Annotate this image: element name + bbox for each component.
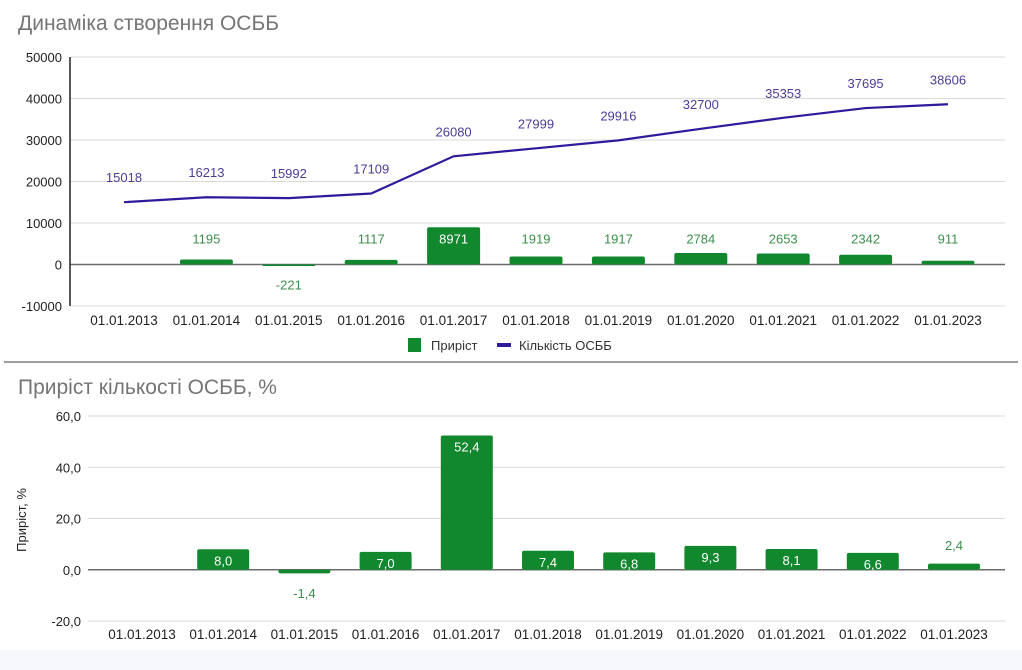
x-tick-label: 01.01.2018 <box>514 627 582 642</box>
x-tick-label: 01.01.2017 <box>420 313 488 328</box>
legend-prirost-label: Приріст <box>431 338 477 353</box>
line-data-label: 16213 <box>188 165 224 180</box>
bar-prirost <box>674 252 728 265</box>
bar-prirost-percent <box>684 545 737 570</box>
y-tick-label: 60,0 <box>56 409 81 424</box>
bar-data-label: 1919 <box>522 232 551 247</box>
y-tick-label: 0,0 <box>63 563 81 578</box>
chart1-svg: -10000 0 10000 20000 30000 40000 50000 01.01.20… <box>22 50 1005 353</box>
x-tick-label: 01.01.2015 <box>271 627 339 642</box>
bar-prirost <box>427 227 481 265</box>
x-tick-label: 01.01.2022 <box>832 313 900 328</box>
x-tick-label: 01.01.2016 <box>337 313 405 328</box>
bar-prirost-percent <box>278 569 331 574</box>
y-tick-label: -20,0 <box>51 614 81 629</box>
bar-prirost-percent <box>197 549 250 570</box>
bar-prirost-percent <box>846 552 899 570</box>
x-tick-label: 01.01.2013 <box>90 313 158 328</box>
x-tick-label: 01.01.2021 <box>758 627 826 642</box>
y-axis-title: Приріст, % <box>14 488 29 552</box>
legend-kilkist-swatch <box>497 343 511 347</box>
bar-data-label: 1917 <box>604 232 633 247</box>
bar-prirost-percent <box>440 435 493 570</box>
y-tick-label: 40000 <box>26 92 62 107</box>
line-data-label: 15018 <box>106 170 142 185</box>
bar-prirost <box>839 254 893 265</box>
bar-prirost-percent <box>603 552 656 570</box>
charts-divider <box>4 361 1018 363</box>
bar-prirost <box>509 256 563 265</box>
bottom-shade <box>0 650 1022 670</box>
y-tick-label: -10000 <box>22 299 62 314</box>
line-data-label: 29916 <box>600 108 636 123</box>
bar-prirost-percent <box>928 563 980 570</box>
line-data-label: 17109 <box>353 161 389 176</box>
bar-data-label: 9,3 <box>701 550 719 565</box>
x-tick-label: 01.01.2017 <box>433 627 501 642</box>
bar-prirost <box>921 260 975 265</box>
line-data-label: 15992 <box>271 166 307 181</box>
bar-prirost-percent <box>765 548 818 570</box>
x-tick-label: 01.01.2022 <box>839 627 907 642</box>
y-tick-label: 30000 <box>26 133 62 148</box>
bar-data-label: 2342 <box>851 232 880 247</box>
bar-prirost-percent <box>522 550 574 570</box>
bar-data-label: 911 <box>938 232 959 247</box>
bar-data-label: 2,4 <box>945 538 963 553</box>
legend-kilkist-label: Кількість ОСББ <box>519 338 612 353</box>
y-tick-label: 40,0 <box>56 460 81 475</box>
bar-data-label: 1117 <box>358 232 385 247</box>
bar-data-label: 2653 <box>769 232 798 247</box>
x-tick-label: 01.01.2021 <box>749 313 817 328</box>
line-data-label: 26080 <box>436 124 472 139</box>
bar-data-label: 1195 <box>192 232 220 247</box>
line-data-label: 37695 <box>848 76 884 91</box>
x-tick-label: 01.01.2023 <box>920 627 988 642</box>
bar-data-label: -221 <box>276 278 302 293</box>
x-tick-label: 01.01.2023 <box>914 313 982 328</box>
bar-data-label: 8,1 <box>783 553 801 568</box>
x-tick-label: 01.01.2016 <box>352 627 420 642</box>
y-tick-label: 20,0 <box>56 512 81 527</box>
bar-prirost <box>591 256 645 265</box>
chart2-title: Приріст кількості ОСББ, % <box>18 376 277 399</box>
bar-prirost <box>344 259 398 265</box>
line-data-label: 27999 <box>518 116 554 131</box>
x-tick-label: 01.01.2018 <box>502 313 570 328</box>
y-tick-label: 20000 <box>26 175 62 190</box>
x-tick-label: 01.01.2014 <box>173 313 241 328</box>
x-tick-label: 01.01.2019 <box>585 313 653 328</box>
x-tick-label: 01.01.2020 <box>677 627 745 642</box>
line-data-label: 32700 <box>683 97 719 112</box>
y-tick-label: 10000 <box>26 216 62 231</box>
bar-prirost <box>756 253 810 265</box>
bar-prirost <box>179 259 233 265</box>
line-data-label: 38606 <box>930 72 966 87</box>
bar-data-label: 6,8 <box>620 556 638 571</box>
bar-data-label: 6,6 <box>864 557 882 572</box>
legend-prirost-swatch <box>408 338 421 352</box>
bar-data-label: 8971 <box>439 231 468 246</box>
bar-prirost <box>262 264 316 266</box>
line-data-label: 35353 <box>765 86 801 101</box>
bar-data-label: 2784 <box>686 232 715 247</box>
x-tick-label: 01.01.2020 <box>667 313 735 328</box>
y-tick-label: 0 <box>55 258 62 273</box>
x-tick-label: 01.01.2013 <box>108 627 176 642</box>
bar-data-label: -1,4 <box>293 586 315 601</box>
chart1-title: Динаміка створення ОСББ <box>18 12 280 35</box>
y-tick-label: 50000 <box>26 50 62 65</box>
bar-data-label: 7,0 <box>377 556 395 571</box>
bar-prirost-percent <box>359 551 412 570</box>
x-tick-label: 01.01.2019 <box>595 627 663 642</box>
bar-data-label: 52,4 <box>454 439 479 454</box>
bar-data-label: 7,4 <box>539 555 557 570</box>
x-tick-label: 01.01.2015 <box>255 313 323 328</box>
bar-data-label: 8,0 <box>214 553 232 568</box>
x-tick-label: 01.01.2014 <box>189 627 257 642</box>
